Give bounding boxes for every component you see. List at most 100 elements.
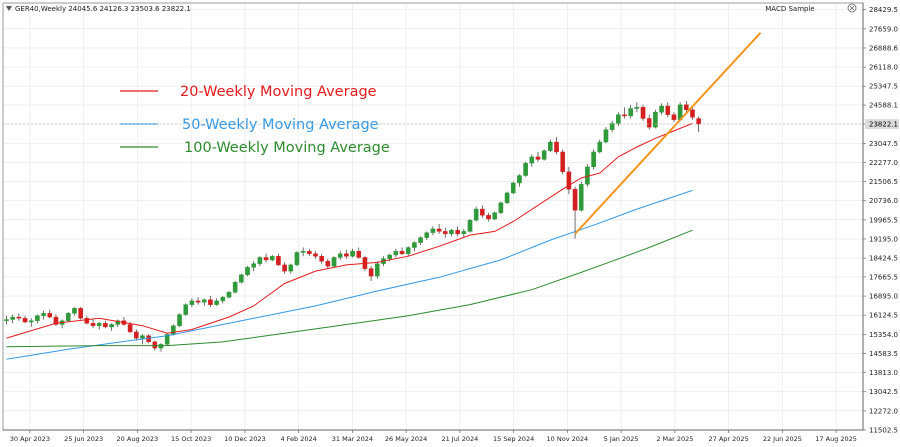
bullish-candle <box>28 318 34 327</box>
time-tick-label: 15 Sep 2024 <box>493 435 534 443</box>
ma-100-line <box>6 229 693 348</box>
candle-body <box>177 314 182 326</box>
price-tick-label: 22277.0 <box>869 159 898 167</box>
bullish-candle <box>467 218 473 233</box>
legend: 20-Weekly Moving Average 50-Weekly Moving… <box>120 84 390 156</box>
price-tick-label: 28429.5 <box>869 6 898 14</box>
bearish-candle <box>442 227 448 238</box>
candle-body <box>572 188 578 211</box>
candle-body <box>442 231 448 235</box>
bearish-candle <box>560 149 565 175</box>
candle-body <box>430 228 436 233</box>
bullish-candle <box>628 104 633 119</box>
candle-body <box>103 323 108 328</box>
bullish-candle <box>232 281 238 294</box>
candle-body <box>171 325 176 335</box>
bullish-candle <box>65 312 71 323</box>
candle-body <box>498 202 504 213</box>
bullish-candle <box>418 236 423 246</box>
bearish-candle <box>486 212 491 222</box>
bearish-candle <box>47 309 53 319</box>
bearish-candle <box>646 114 652 130</box>
bullish-candle <box>201 298 207 306</box>
support-trendline[interactable] <box>574 32 762 235</box>
candle-body <box>208 299 213 305</box>
close-circle-icon[interactable] <box>847 3 857 13</box>
candle-body <box>35 315 40 321</box>
bearish-candle <box>640 104 646 121</box>
candle-body <box>245 267 250 276</box>
price-tick-label: 13813.0 <box>869 369 898 377</box>
candle-body <box>405 247 411 254</box>
candle-body <box>276 256 281 266</box>
candle-body <box>84 318 90 324</box>
candle-body <box>220 296 226 302</box>
candle-body <box>622 114 627 117</box>
candle-body <box>646 118 652 128</box>
bullish-candle <box>375 261 380 279</box>
candle-body <box>616 114 621 124</box>
bullish-candle <box>158 343 164 352</box>
bullish-candle <box>529 154 535 167</box>
candle-body <box>424 232 430 238</box>
moving-averages <box>6 122 693 360</box>
price-tick-label: 24588.1 <box>869 102 898 110</box>
price-tick-label: 20736.0 <box>869 197 898 205</box>
candle-body <box>356 251 362 258</box>
candle-body <box>665 105 671 115</box>
bullish-candle <box>578 181 584 212</box>
candle-body <box>350 251 355 257</box>
bullish-candle <box>189 298 195 308</box>
trendline-layer[interactable] <box>574 32 762 235</box>
bearish-candle <box>276 253 281 267</box>
bullish-candle <box>603 127 609 144</box>
candle-body <box>375 263 380 277</box>
bearish-candle <box>208 295 213 308</box>
bullish-candle <box>492 211 498 221</box>
price-tick-label: 12272.0 <box>869 407 898 415</box>
price-tick-label: 21506.5 <box>869 178 898 186</box>
bullish-candle <box>405 246 411 257</box>
bearish-candle <box>399 247 405 255</box>
bullish-candle <box>226 290 232 299</box>
price-tick-label: 27659.0 <box>869 25 898 33</box>
candle-body <box>436 228 442 232</box>
bullish-candle <box>504 191 510 205</box>
candle-body <box>510 182 516 194</box>
bullish-candle <box>337 251 343 260</box>
bearish-candle <box>566 166 572 195</box>
candle-body <box>449 229 454 235</box>
candle-body <box>566 171 572 190</box>
bearish-candle <box>133 329 139 341</box>
dropdown-triangle-icon[interactable] <box>6 6 12 11</box>
bearish-candle <box>307 248 312 257</box>
bullish-candle <box>634 102 640 113</box>
bearish-candle <box>195 297 201 305</box>
candle-body <box>461 231 467 235</box>
bearish-candle <box>480 205 485 218</box>
candle-body <box>418 237 423 243</box>
candle-body <box>214 300 219 305</box>
indicator-name: MACD Sample <box>765 5 814 13</box>
bearish-candle <box>572 186 578 239</box>
candle-body <box>226 292 232 298</box>
price-tick-label: 23047.5 <box>869 140 898 148</box>
candle-body <box>269 256 275 261</box>
bearish-candle <box>554 137 559 155</box>
candle-body <box>140 335 145 339</box>
candle-body <box>195 300 201 303</box>
bearish-candle <box>671 112 677 123</box>
candle-body <box>288 264 294 272</box>
candle-body <box>78 308 83 319</box>
bullish-candle <box>430 226 436 236</box>
bullish-candle <box>597 139 603 154</box>
bearish-candle <box>90 319 96 329</box>
candle-body <box>684 104 689 110</box>
candle-body <box>634 107 640 109</box>
bearish-candle <box>282 262 287 274</box>
candle-body <box>72 308 77 314</box>
candle-body <box>492 212 498 220</box>
candle-body <box>640 107 646 119</box>
bullish-candle <box>300 247 306 257</box>
